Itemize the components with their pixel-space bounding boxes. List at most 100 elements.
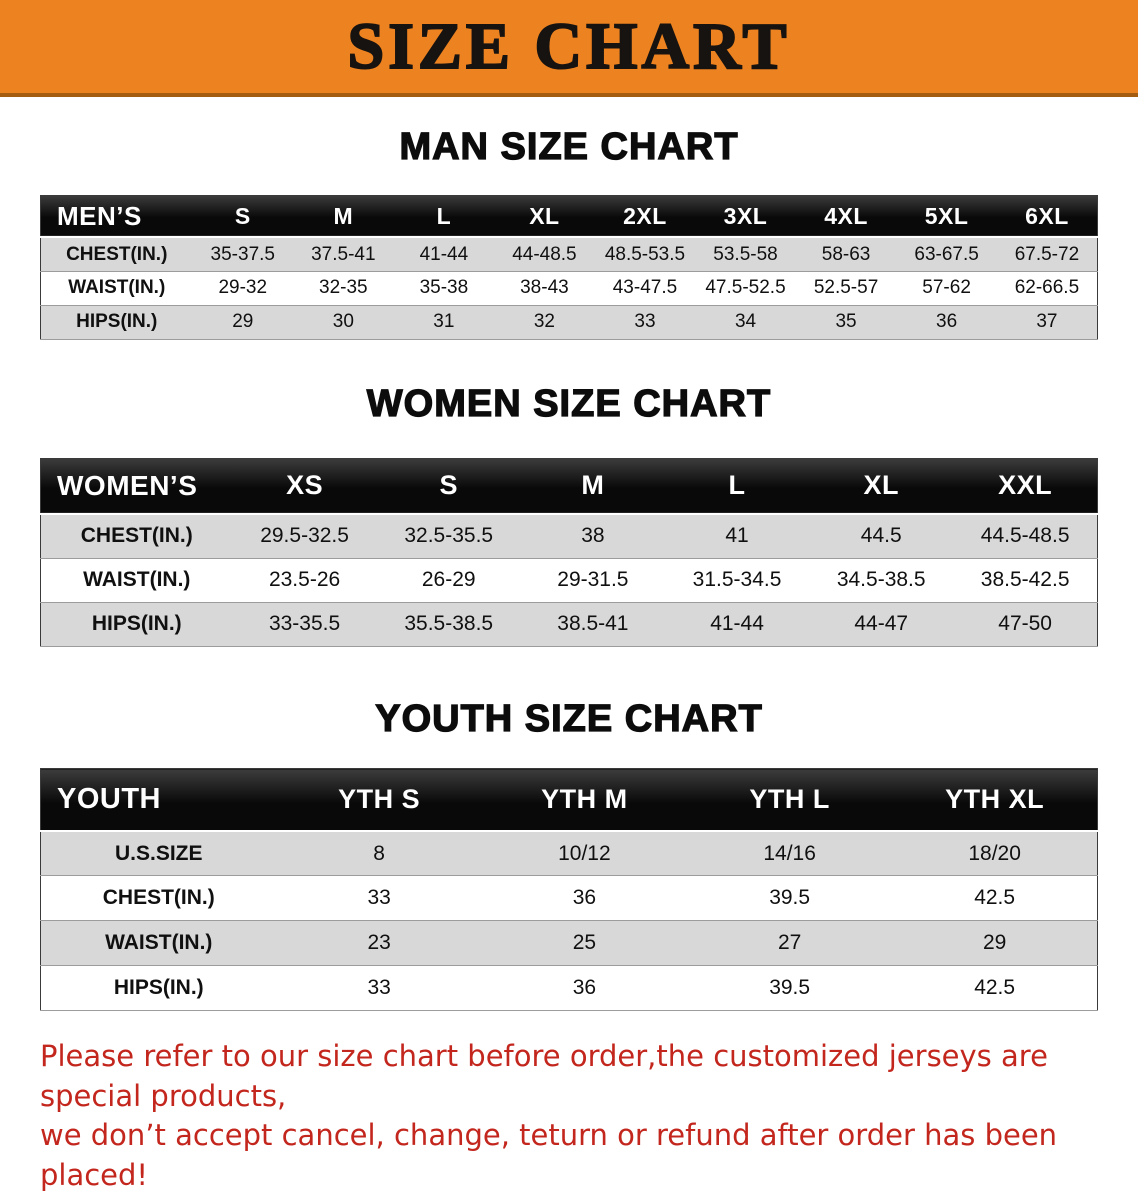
size-value-cell: 37.5-41 [293,237,394,272]
disclaimer-line-1: Please refer to our size chart before or… [40,1039,1048,1113]
size-value-cell: 38 [520,514,665,559]
row-label: CHEST(IN.) [40,237,193,272]
table-title-cell: MEN’S [40,195,193,239]
row-label: CHEST(IN.) [40,875,277,922]
size-column-header: L [664,458,810,516]
men-size-table: MEN’S S M L XL 2XL 3XL 4XL 5XL 6XL CHEST(IN.) 35-37… [40,194,1098,340]
size-value-cell: 29-32 [192,271,294,306]
size-value-cell: 31.5-34.5 [664,558,810,603]
size-value-cell: 31 [393,305,495,340]
size-column-header: M [520,458,665,516]
row-label: U.S.SIZE [40,830,277,877]
men-section-heading: MAN SIZE CHART [399,126,739,169]
row-label: HIPS(IN.) [40,602,233,647]
size-value-cell: 58-63 [795,237,897,272]
size-value-cell: 44-47 [809,602,954,647]
row-label: WAIST(IN.) [40,271,193,306]
women-size-chart-section: WOMEN SIZE CHART WOMEN’S XS S M L XL XXL CHEST(… [0,382,1138,647]
size-value-cell: 32-35 [293,271,394,306]
size-value-cell: 36 [481,875,687,922]
size-value-cell: 29 [192,305,294,340]
size-column-header: 5XL [896,195,997,239]
size-value-cell: 44.5-48.5 [953,514,1098,559]
row-label: WAIST(IN.) [40,558,233,603]
table-header-row: YOUTH YTH S YTH M YTH L YTH XL [40,768,1098,832]
size-value-cell: 43-47.5 [594,271,696,306]
size-column-header: L [393,195,495,239]
table-row: WAIST(IN.) 23 25 27 29 [40,920,1098,967]
size-value-cell: 53.5-58 [695,237,796,272]
table-row: CHEST(IN.) 29.5-32.5 32.5-35.5 38 41 44.5 44.5… [40,514,1098,559]
youth-size-chart-section: YOUTH SIZE CHART YOUTH YTH S YTH M YTH L YTH… [0,697,1138,1012]
size-value-cell: 29 [892,920,1098,967]
size-column-header: YTH S [276,768,482,832]
size-column-header: XL [494,195,595,239]
row-label: HIPS(IN.) [40,305,193,340]
size-value-cell: 35-38 [393,271,495,306]
row-label: WAIST(IN.) [40,920,277,967]
table-title-cell: WOMEN’S [40,458,233,516]
size-column-header: S [376,458,521,516]
size-value-cell: 32.5-35.5 [376,514,521,559]
size-value-cell: 10/12 [481,830,687,877]
size-value-cell: 23 [276,920,482,967]
size-value-cell: 34.5-38.5 [809,558,954,603]
size-value-cell: 39.5 [687,875,893,922]
size-value-cell: 41-44 [393,237,495,272]
size-value-cell: 23.5-26 [232,558,377,603]
table-row: CHEST(IN.) 33 36 39.5 42.5 [40,875,1098,922]
table-header-row: WOMEN’S XS S M L XL XXL [40,458,1098,516]
size-value-cell: 33 [276,875,482,922]
size-value-cell: 62-66.5 [996,271,1098,306]
size-value-cell: 41 [664,514,810,559]
men-size-chart-section: MAN SIZE CHART MEN’S S M L XL 2XL 3XL 4XL 5XL 6XL… [0,126,1138,340]
size-value-cell: 47-50 [953,602,1098,647]
table-row: CHEST(IN.) 35-37.5 37.5-41 41-44 44-48.5 48.5… [40,237,1098,272]
size-value-cell: 44-48.5 [494,237,595,272]
size-column-header: M [293,195,394,239]
size-value-cell: 67.5-72 [996,237,1098,272]
row-label: HIPS(IN.) [40,965,277,1012]
size-value-cell: 42.5 [892,965,1098,1012]
size-column-header: S [192,195,294,239]
size-value-cell: 36 [481,965,687,1012]
size-value-cell: 33 [594,305,696,340]
table-row: WAIST(IN.) 23.5-26 26-29 29-31.5 31.5-34.5 34… [40,558,1098,603]
size-value-cell: 47.5-52.5 [695,271,796,306]
size-value-cell: 29-31.5 [520,558,665,603]
size-value-cell: 32 [494,305,595,340]
size-column-header: XL [809,458,954,516]
disclaimer-line-2: we don’t accept cancel, change, teturn o… [40,1118,1058,1192]
size-value-cell: 14/16 [687,830,893,877]
size-value-cell: 38.5-41 [520,602,665,647]
size-column-header: 6XL [996,195,1098,239]
size-column-header: 4XL [795,195,897,239]
size-value-cell: 41-44 [664,602,810,647]
size-value-cell: 36 [896,305,997,340]
size-table: YOUTH YTH S YTH M YTH L YTH XL U.S.SIZE 8 10/12… [40,768,1098,1012]
size-value-cell: 63-67.5 [896,237,997,272]
size-value-cell: 35 [795,305,897,340]
size-column-header: XXL [953,458,1098,516]
table-title-cell: YOUTH [40,768,277,832]
size-value-cell: 44.5 [809,514,954,559]
size-value-cell: 18/20 [892,830,1098,877]
youth-section-heading: YOUTH SIZE CHART [375,697,763,740]
size-value-cell: 29.5-32.5 [232,514,377,559]
size-value-cell: 35-37.5 [192,237,294,272]
size-value-cell: 34 [695,305,796,340]
charts-area: MAN SIZE CHART MEN’S S M L XL 2XL 3XL 4XL 5XL 6XL… [0,126,1138,1012]
disclaimer: Please refer to our size chart before or… [40,1037,1098,1195]
youth-size-table: YOUTH YTH S YTH M YTH L YTH XL U.S.SIZE 8 10/12… [40,768,1098,1012]
size-value-cell: 38.5-42.5 [953,558,1098,603]
size-column-header: XS [232,458,377,516]
size-table: WOMEN’S XS S M L XL XXL CHEST(IN.) 29.5-32.5 32.5… [40,457,1098,647]
size-value-cell: 25 [481,920,687,967]
table-header-row: MEN’S S M L XL 2XL 3XL 4XL 5XL 6XL [40,195,1098,239]
size-column-header: YTH M [481,768,687,832]
size-table: MEN’S S M L XL 2XL 3XL 4XL 5XL 6XL CHEST(IN.) 35-37… [40,194,1098,340]
table-row: HIPS(IN.) 29 30 31 32 33 34 35 36 37 [40,305,1098,340]
size-column-header: 2XL [594,195,696,239]
size-value-cell: 38-43 [494,271,595,306]
size-column-header: YTH XL [892,768,1098,832]
